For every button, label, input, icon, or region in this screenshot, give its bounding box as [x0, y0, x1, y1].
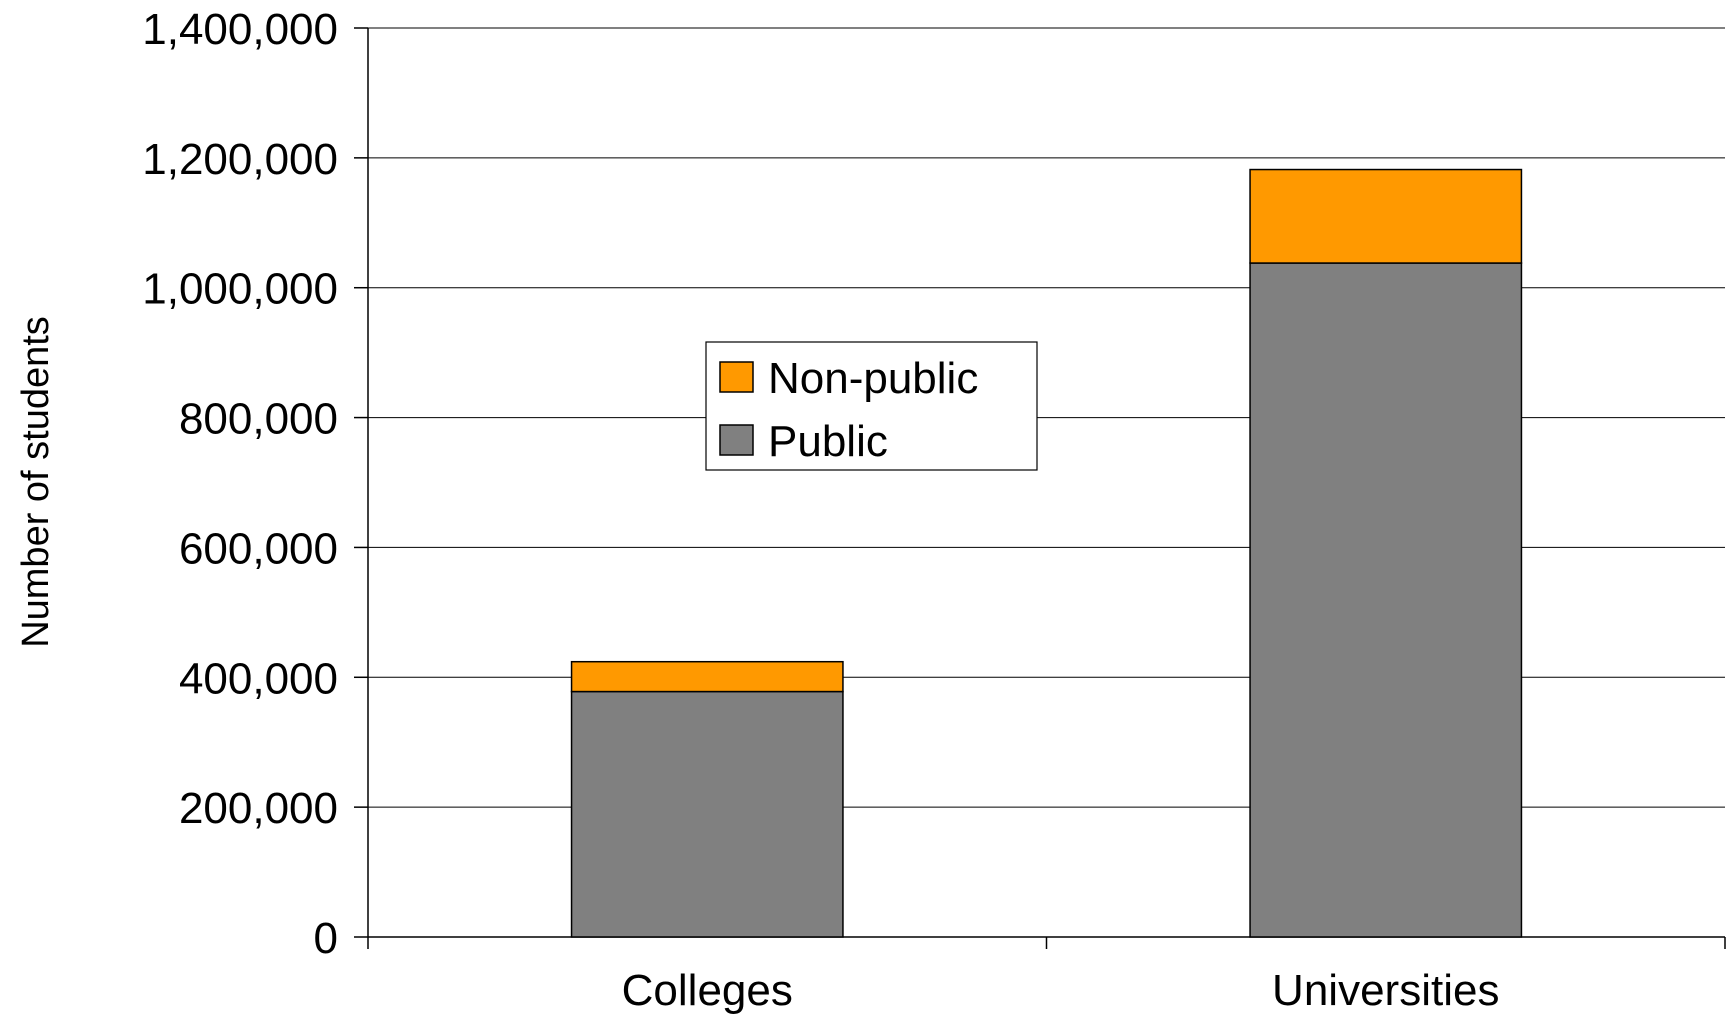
y-tick-label: 200,000 [179, 784, 338, 833]
bars [570, 168, 1523, 938]
x-tick-label: Universities [1272, 966, 1499, 1015]
y-tick-label: 0 [314, 914, 338, 963]
y-tick-label: 1,000,000 [142, 265, 338, 314]
legend-label-non-public: Non-public [768, 354, 978, 403]
y-tick-label: 800,000 [179, 395, 338, 444]
x-ticks [367, 937, 1726, 949]
y-tick-label: 400,000 [179, 654, 338, 703]
y-tick-label: 1,200,000 [142, 135, 338, 184]
category-labels: Colleges Universities [622, 966, 1500, 1015]
legend-label-public: Public [768, 417, 888, 466]
x-tick-label: Colleges [622, 966, 793, 1015]
bar-public [570, 690, 844, 938]
y-axis-title: Number of students [15, 316, 57, 648]
y-tick-label: 1,400,000 [142, 5, 338, 54]
legend-box [705, 341, 1038, 471]
legend: Non-public Public [705, 341, 1038, 471]
bar-non-public [570, 660, 844, 693]
bar-non-public [1249, 168, 1523, 264]
y-ticks: 0 200,000 400,000 600,000 800,000 1,000,000 1,… [142, 5, 368, 963]
legend-swatch-public [719, 424, 754, 456]
legend-swatch-non-public [719, 361, 754, 393]
bar-public [1249, 262, 1523, 938]
y-tick-label: 600,000 [179, 524, 338, 573]
